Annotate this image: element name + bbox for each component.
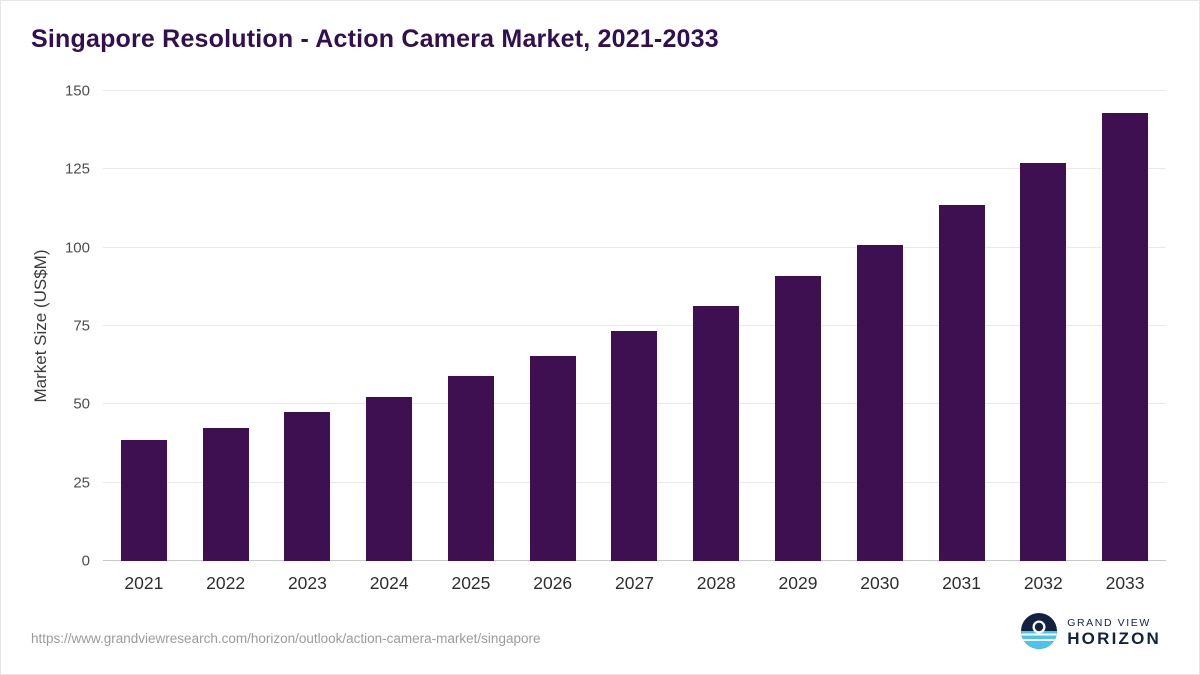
bars-container: 2021 2022 2023 2024 2025 2026 2027 2028 2029 2030… [103,91,1166,593]
x-tick-label: 2031 [942,573,981,593]
bar-2027[interactable] [611,330,658,561]
bar-column: 2025 [430,91,512,593]
bar-column: 2026 [512,91,594,593]
gridline [103,325,1166,326]
x-tick-label: 2021 [124,573,164,593]
bar-column: 2032 [1002,91,1084,593]
gridline [103,90,1166,91]
bar-column: 2021 [103,91,185,593]
y-tick-label: 0 [81,552,90,570]
bar-2023[interactable] [284,412,331,561]
bar-column: 2024 [348,91,430,593]
gridline [103,246,1166,248]
bar-2033[interactable] [1102,112,1149,561]
x-tick-label: 2027 [615,573,654,593]
bar-column: 2033 [1084,91,1166,593]
x-tick-label: 2024 [369,573,409,593]
bar-2032[interactable] [1020,163,1067,561]
x-tick-label: 2028 [696,573,736,593]
bar-column: 2029 [757,91,839,593]
bar-2030[interactable] [856,244,903,561]
x-tick-label: 2025 [451,573,491,593]
y-tick-label: 75 [73,317,90,335]
x-tick-label: 2029 [778,573,818,593]
y-tick-label: 50 [73,395,90,413]
bar-2025[interactable] [447,376,494,561]
bar-2026[interactable] [529,355,576,561]
bar-2031[interactable] [938,205,985,561]
chart-title: Singapore Resolution - Action Camera Mar… [31,25,719,53]
bar-column: 2027 [594,91,676,593]
brand-logo-text: GRAND VIEW HORIZON [1067,618,1161,648]
brand-logo: GRAND VIEW HORIZON [1021,613,1161,654]
bar-2022[interactable] [202,427,249,561]
y-tick-label: 150 [64,82,90,100]
x-tick-label: 2023 [287,573,327,593]
bar-column: 2028 [675,91,757,593]
y-tick-label: 25 [73,474,90,492]
y-tick-label: 100 [64,239,90,257]
plot-area: 0 25 50 75 100 125 150 2021 2022 2023 2024 2025 2026… [65,83,1166,593]
bar-column: 2031 [921,91,1003,593]
bar-2028[interactable] [693,305,740,561]
brand-name-top: GRAND VIEW [1067,617,1151,630]
bar-2021[interactable] [120,440,167,561]
bar-column: 2022 [185,91,267,593]
bar-column: 2023 [267,91,349,593]
x-tick-label: 2033 [1105,573,1145,593]
y-axis-title: Market Size (US$M) [31,249,50,403]
y-tick-label: 125 [64,160,90,178]
bar-column: 2030 [839,91,921,593]
x-tick-label: 2032 [1023,573,1063,593]
source-url: https://www.grandviewresearch.com/horizo… [31,631,541,646]
x-tick-label: 2026 [533,573,573,593]
x-tick-label: 2022 [206,573,246,593]
x-tick-label: 2030 [860,573,900,593]
bar-2029[interactable] [775,275,821,561]
brand-name-bottom: HORIZON [1067,628,1161,648]
horizon-sun-icon [1021,613,1058,654]
bar-2024[interactable] [366,396,413,561]
gridline [103,168,1166,170]
